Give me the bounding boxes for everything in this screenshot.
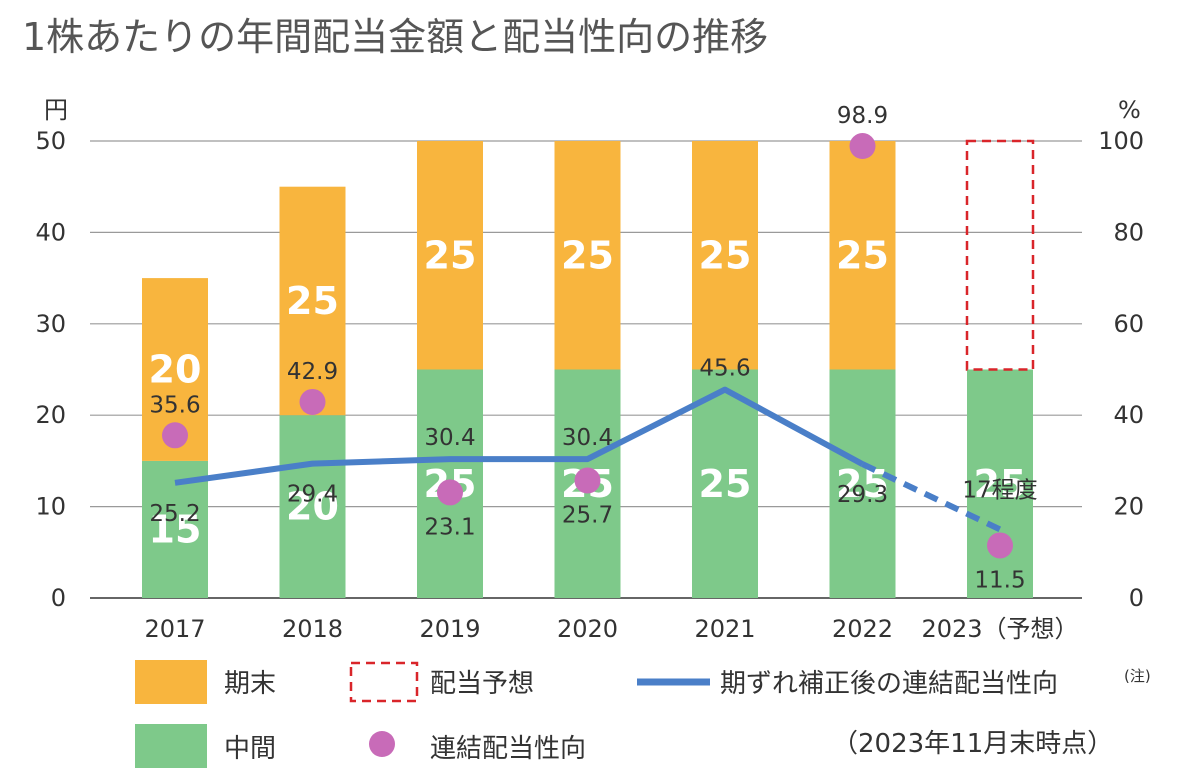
- right-tick-label: 40: [1113, 401, 1144, 429]
- legend-swatch-forecast: [349, 661, 419, 703]
- value-labels: 35.6 42.9 23.1 25.7 98.9 11.5 25.2 29.4 30.4 30.4…: [149, 103, 1037, 593]
- x-tick-label: 2021: [694, 615, 755, 643]
- bar-interim-label: 15: [149, 507, 202, 551]
- adjusted-line-solid: [174, 386, 864, 486]
- bar-fiscal-end-label: 25: [424, 233, 477, 277]
- left-tick-label: 10: [35, 493, 66, 521]
- x-tick-label: 2019: [419, 615, 480, 643]
- right-tick-label: 60: [1113, 310, 1144, 338]
- bar-fiscal-end-label: 20: [149, 348, 202, 392]
- left-tick-label: 20: [35, 401, 66, 429]
- left-axis-unit: 円: [44, 96, 68, 124]
- left-tick-label: 30: [35, 310, 66, 338]
- left-tick-label: 0: [51, 584, 66, 612]
- payout-dot: [437, 479, 463, 506]
- payout-dot: [987, 532, 1013, 559]
- bar-fiscal-end-label: 25: [561, 233, 614, 277]
- adjusted-label: 17程度: [962, 477, 1037, 503]
- bar-fiscal-end-label: 25: [836, 233, 889, 277]
- bar-fiscal-end: [554, 141, 621, 370]
- bar-fiscal-end-label: 25: [699, 233, 752, 277]
- bar-interim: [967, 369, 1033, 598]
- bar-fiscal-end: [692, 141, 758, 370]
- bar-interim: [692, 369, 758, 598]
- x-tick-label: 2018: [282, 615, 343, 643]
- payout-label: 98.9: [837, 103, 888, 129]
- bar-fiscal-end: [279, 186, 346, 416]
- bar-interim: [279, 415, 346, 598]
- bar-interim-label: 25: [699, 462, 752, 506]
- left-axis-ticks: 0 10 20 30 40 50: [35, 127, 66, 612]
- left-tick-label: 40: [35, 218, 66, 246]
- left-tick-label: 50: [35, 127, 66, 155]
- payout-dot: [849, 133, 876, 160]
- payout-dot: [574, 467, 601, 494]
- adjusted-label: 25.2: [149, 501, 200, 527]
- legend-label-forecast: 配当予想: [430, 669, 534, 699]
- legend-label-interim: 中間: [224, 734, 276, 764]
- payout-dots: [162, 133, 1013, 559]
- payout-dot: [299, 388, 326, 415]
- right-tick-label: 80: [1113, 218, 1144, 246]
- payout-label: 25.7: [562, 503, 613, 529]
- legend-label-fiscal-end: 期末: [224, 669, 276, 699]
- adjusted-line-forecast: [861, 461, 1002, 533]
- legend-label-payout: 連結配当性向: [430, 734, 586, 764]
- x-axis-ticks: 2017 2018 2019 2020 2021 2022 2023（予想）: [144, 615, 1078, 643]
- right-tick-label: 100: [1098, 127, 1144, 155]
- x-tick-label: 2020: [557, 615, 618, 643]
- forecast-box: [965, 139, 1035, 371]
- x-tick-label: 2022: [832, 615, 893, 643]
- payout-label: 35.6: [149, 392, 200, 418]
- legend-swatch-interim: [135, 724, 207, 768]
- bar-interim: [829, 369, 896, 598]
- adjusted-label: 30.4: [562, 425, 613, 451]
- legend-note-mark: (注): [1124, 667, 1151, 685]
- payout-label: 11.5: [974, 567, 1025, 593]
- adjusted-label: 45.6: [699, 356, 750, 382]
- legend-swatch-fiscal-end: [135, 660, 207, 704]
- right-tick-label: 0: [1129, 584, 1144, 612]
- adjusted-label: 29.3: [837, 482, 888, 508]
- bar-fiscal-end: [829, 141, 896, 370]
- bar-fiscal-end-label: 25: [286, 279, 339, 323]
- bar-fiscal-end: [417, 141, 483, 370]
- adjusted-label: 29.4: [287, 482, 338, 508]
- bars: 15202025252525252525252525: [142, 141, 1033, 598]
- adjusted-label: 30.4: [424, 425, 475, 451]
- payout-dot: [162, 422, 188, 449]
- as-of-note: （2023年11月末時点）: [832, 729, 1113, 759]
- x-tick-label: 2017: [144, 615, 205, 643]
- legend-label-adjusted: 期ずれ補正後の連結配当性向: [720, 669, 1058, 699]
- payout-label: 23.1: [424, 514, 475, 540]
- payout-label: 42.9: [287, 359, 338, 385]
- legend: 期末 中間 配当予想 連結配当性向 期ずれ補正後の連結配当性向 (注) （202…: [135, 660, 1151, 768]
- legend-swatch-payout: [369, 731, 395, 757]
- x-tick-label: 2023（予想）: [921, 615, 1078, 643]
- forecast-layer: [965, 139, 1035, 371]
- chart-title: 1株あたりの年間配当金額と配当性向の推移: [22, 15, 768, 59]
- right-axis-ticks: 0 20 40 60 80 100: [1098, 127, 1144, 612]
- bar-interim-label: 20: [286, 485, 339, 529]
- right-tick-label: 20: [1113, 493, 1144, 521]
- bar-interim-label: 25: [974, 462, 1027, 506]
- bar-interim: [142, 460, 208, 598]
- right-axis-unit: %: [1118, 96, 1141, 124]
- adjusted-line: [174, 386, 1002, 533]
- bar-interim-label: 25: [836, 462, 889, 506]
